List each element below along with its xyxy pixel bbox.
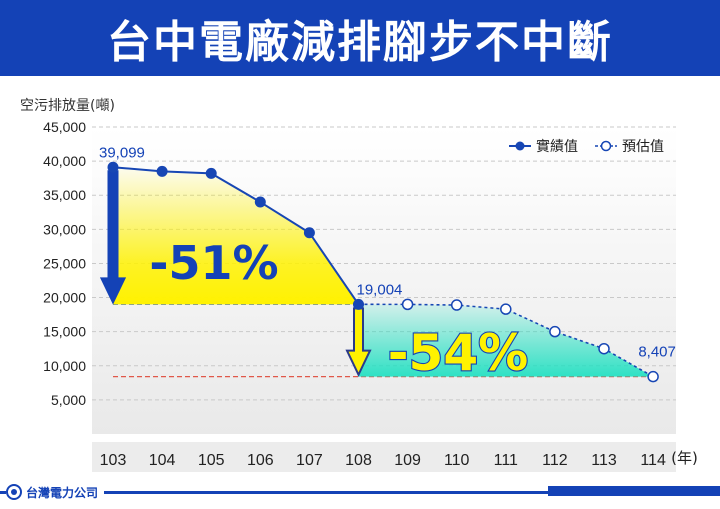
- footer-accent-bar: [548, 486, 720, 496]
- data-point-forecast: [500, 303, 512, 315]
- data-point-actual: [353, 298, 364, 310]
- legend-marker-forecast: [600, 140, 612, 152]
- y-tick-label: 35,000: [43, 187, 86, 203]
- data-point-forecast: [401, 298, 414, 311]
- area-fill-forecast: [358, 304, 654, 377]
- y-tick-label: 40,000: [43, 153, 86, 169]
- data-point-actual: [156, 165, 168, 177]
- data-label: 19,004: [357, 281, 403, 298]
- page-title: 台中電廠減排腳步不中斷: [107, 17, 613, 68]
- x-tick-label: 114: [640, 452, 666, 469]
- x-tick-label: 110: [444, 452, 470, 469]
- taipower-logo-icon: [6, 484, 22, 500]
- data-point-actual: [254, 196, 266, 208]
- y-tick-label: 20,000: [43, 290, 86, 306]
- data-point-forecast: [450, 299, 463, 311]
- arrow-54: [345, 307, 372, 377]
- footer-logo-text: 台灣電力公司: [26, 485, 99, 500]
- x-tick-label: 107: [296, 452, 323, 469]
- x-tick-label: 109: [394, 452, 421, 469]
- arrow-51: [99, 170, 127, 305]
- data-point-actual: [107, 161, 119, 173]
- x-tick-label: 111: [494, 452, 518, 469]
- data-point-forecast: [598, 342, 610, 355]
- x-tick-label: 103: [100, 452, 127, 469]
- x-tick-label: 112: [542, 452, 568, 469]
- annotation-54: -54%: [388, 324, 528, 382]
- x-tick-label: 113: [591, 452, 617, 469]
- legend-label-actual: 實績值: [536, 138, 578, 155]
- data-label: 39,099: [99, 144, 145, 161]
- data-point-actual: [205, 167, 217, 179]
- y-axis-label: 空污排放量(噸): [20, 98, 115, 114]
- x-tick-label: 105: [198, 452, 225, 469]
- legend-marker-actual: [515, 141, 525, 151]
- x-tick-label: 104: [149, 452, 176, 469]
- data-label: 8,407: [638, 344, 676, 361]
- data-point-forecast: [647, 370, 659, 383]
- area-fill-actual: [113, 167, 359, 305]
- legend-label-forecast: 預估值: [622, 139, 664, 155]
- footer-logo: 台灣電力公司: [6, 482, 105, 502]
- y-tick-label: 30,000: [43, 221, 86, 237]
- y-tick-label: 5,000: [51, 392, 86, 408]
- y-tick-label: 10,000: [43, 358, 86, 374]
- x-tick-label: 108: [345, 452, 372, 469]
- y-tick-label: 25,000: [43, 255, 86, 271]
- footer-line: [0, 491, 720, 494]
- annotation-51: -51%: [149, 236, 278, 290]
- x-axis-label: (年): [671, 449, 698, 467]
- y-tick-label: 15,000: [43, 324, 86, 340]
- title-banner: 台中電廠減排腳步不中斷: [0, 0, 720, 80]
- x-tick-label: 106: [247, 452, 274, 469]
- y-tick-label: 45,000: [43, 119, 86, 135]
- series-line-actual: [112, 166, 360, 305]
- data-point-actual: [303, 227, 315, 239]
- data-point-forecast: [549, 325, 561, 338]
- x-axis-band: [92, 442, 676, 472]
- title-banner-bar: 台中電廠減排腳步不中斷: [0, 0, 720, 76]
